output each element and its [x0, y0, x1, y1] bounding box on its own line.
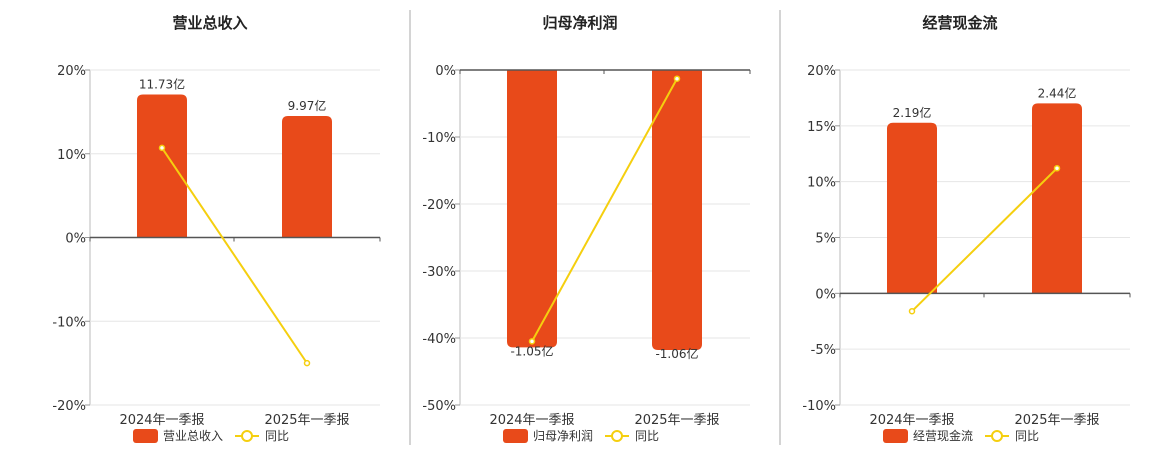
- chart-panel-3: 经营现金流 20% 15% 10% 5% 0% -5% -10% 2.19亿 2.44亿 2024年…: [802, 14, 1131, 443]
- y-tick-label: 20%: [807, 64, 836, 79]
- y-tick-label: 0%: [65, 232, 86, 247]
- yoy-point-1: [158, 144, 166, 152]
- legend-bar-label: 营业总收入: [163, 429, 223, 443]
- yoy-line: [531, 78, 678, 342]
- legend-line-marker: [241, 430, 253, 442]
- y-tick-label: -10%: [52, 315, 86, 330]
- y-tick-label: 10%: [807, 176, 836, 191]
- x-category-label: 2024年一季报: [869, 413, 954, 428]
- x-category-label: 2025年一季报: [634, 413, 719, 428]
- legend-bar-label: 经营现金流: [913, 428, 973, 443]
- chart-title: 经营现金流: [922, 14, 997, 32]
- x-category-label: 2024年一季报: [489, 413, 574, 428]
- yoy-point-2: [673, 75, 681, 82]
- y-tick-label: -10%: [422, 131, 456, 146]
- legend-line-label: 同比: [1015, 429, 1039, 443]
- chart-title: 营业总收入: [172, 14, 247, 32]
- legend-bar-swatch: [883, 429, 908, 443]
- y-tick-label: 15%: [807, 120, 836, 135]
- yoy-line: [911, 167, 1058, 312]
- bar-2: [652, 70, 702, 350]
- bar-data-label: -1.05亿: [510, 343, 553, 358]
- y-tick-label: 10%: [57, 148, 86, 163]
- y-tick-label: -20%: [422, 198, 456, 213]
- y-tick-label: -30%: [422, 265, 456, 280]
- bar-data-label: 2.19亿: [893, 105, 932, 120]
- legend-line-label: 同比: [265, 429, 289, 443]
- legend-bar-swatch: [133, 429, 158, 443]
- y-tick-label: -5%: [811, 343, 836, 358]
- y-tick-label: 0%: [435, 64, 456, 79]
- y-tick-label: 5%: [815, 232, 836, 247]
- y-tick-label: -20%: [52, 399, 86, 414]
- bar-2: [282, 115, 332, 238]
- yoy-point-2: [303, 359, 311, 367]
- legend-bar-swatch: [503, 429, 528, 443]
- y-tick-label: -40%: [422, 332, 456, 347]
- x-category-label: 2025年一季报: [264, 413, 349, 428]
- legend-line-marker: [991, 430, 1003, 442]
- bar-data-label: 9.97亿: [288, 98, 327, 113]
- x-category-label: 2025年一季报: [1014, 413, 1099, 428]
- yoy-line: [161, 147, 308, 364]
- legend-line-marker: [611, 430, 623, 442]
- yoy-point-1: [908, 307, 916, 315]
- legend-bar-label: 归母净利润: [533, 429, 593, 443]
- bar-data-label: -1.06亿: [655, 346, 698, 361]
- y-tick-label: -10%: [802, 399, 836, 414]
- bar-data-label: 11.73亿: [139, 77, 185, 92]
- yoy-point-2: [1053, 165, 1061, 172]
- x-category-label: 2024年一季报: [119, 413, 204, 428]
- y-tick-label: 0%: [815, 287, 836, 302]
- bar-1: [507, 70, 557, 348]
- chart-title: 归母净利润: [542, 14, 617, 32]
- chart-panel-1: 营业总收入 20% 10% 0% -10% -20% 11.73亿 9.97亿 2024年一季报…: [52, 14, 381, 443]
- bar-1: [137, 94, 187, 238]
- chart-panel-2: 归母净利润 0% -10% -20% -30% -40% -50% -1.05亿 -1.06亿 2…: [422, 14, 751, 443]
- bar-data-label: 2.44亿: [1038, 85, 1077, 100]
- y-tick-label: -50%: [422, 399, 456, 414]
- yoy-point-1: [528, 338, 536, 345]
- y-tick-label: 20%: [57, 64, 86, 79]
- bar-1: [887, 122, 937, 294]
- legend-line-label: 同比: [635, 429, 659, 443]
- bar-2: [1032, 103, 1082, 294]
